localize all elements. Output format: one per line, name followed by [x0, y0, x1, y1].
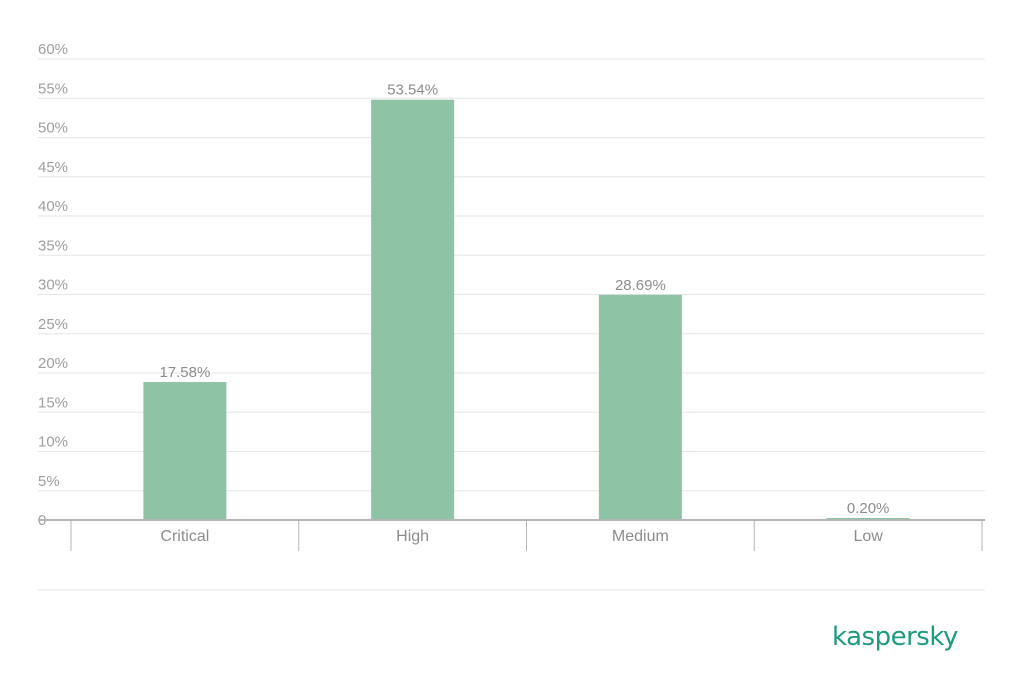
- category-label-medium: Medium: [612, 528, 669, 545]
- y-tick-label: 60%: [38, 41, 68, 58]
- bar-high: [371, 99, 455, 520]
- category-label-low: Low: [853, 528, 883, 545]
- data-label-critical: 17.58%: [159, 364, 210, 381]
- y-tick-label: 10%: [38, 434, 68, 451]
- y-tick-label: 35%: [38, 237, 68, 254]
- y-axis-ticks: 05%10%15%20%25%30%35%40%45%50%55%60%: [38, 41, 68, 529]
- data-label-high: 53.54%: [387, 82, 438, 99]
- bar-medium: [598, 294, 682, 520]
- data-labels: 17.58% 53.54% 28.69% 0.20%: [159, 82, 889, 517]
- y-tick-label: 20%: [38, 355, 68, 372]
- y-tick-label: 30%: [38, 277, 68, 294]
- y-tick-label: 55%: [38, 80, 68, 97]
- data-label-medium: 28.69%: [615, 277, 666, 294]
- x-axis: [38, 519, 985, 551]
- kaspersky-logo: kaspersky: [832, 622, 958, 652]
- bar-critical: [143, 381, 227, 520]
- y-tick-label: 15%: [38, 394, 68, 411]
- x-axis-categories: Critical High Medium Low: [160, 528, 883, 545]
- y-tick-label: 45%: [38, 159, 68, 176]
- bars: [143, 99, 910, 520]
- y-tick-label: 25%: [38, 316, 68, 333]
- y-tick-label: 40%: [38, 198, 68, 215]
- y-tick-label: 50%: [38, 120, 68, 137]
- category-label-critical: Critical: [160, 528, 209, 545]
- data-label-low: 0.20%: [847, 500, 890, 517]
- y-tick-label: 5%: [38, 473, 60, 490]
- category-label-high: High: [396, 528, 429, 545]
